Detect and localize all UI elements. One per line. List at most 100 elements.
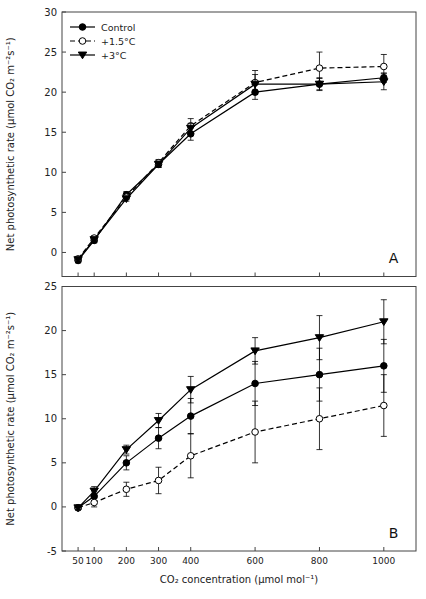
error-bar-cap	[188, 477, 194, 478]
marker	[252, 380, 259, 387]
error-bar-cap	[381, 299, 387, 300]
series-line	[78, 82, 384, 260]
marker	[252, 429, 259, 436]
marker	[74, 505, 82, 512]
error-bar-cap	[156, 413, 162, 414]
error-bar-cap	[252, 94, 258, 95]
y-tick	[62, 132, 66, 133]
legend-label: Control	[101, 22, 135, 33]
marker	[74, 257, 82, 264]
error-bar-cap	[252, 462, 258, 463]
legend-item: +3°C	[70, 50, 127, 61]
x-tick	[126, 273, 127, 277]
marker	[315, 81, 323, 88]
y-tick-label: 0	[51, 247, 57, 258]
marker	[79, 38, 86, 45]
error-bar-cap	[156, 427, 162, 428]
y-tick	[62, 418, 66, 419]
marker	[187, 452, 194, 459]
panel: 051015202530Net photosynthetic rate (μmo…	[5, 7, 416, 277]
error-bar-cap	[316, 90, 322, 91]
error-bar-cap	[188, 123, 194, 124]
error-bar-cap	[156, 427, 162, 428]
series	[75, 52, 387, 262]
x-tick	[255, 547, 256, 551]
marker	[316, 81, 323, 88]
error-bar-cap	[252, 70, 258, 71]
marker	[90, 488, 98, 495]
series	[74, 300, 388, 512]
x-tick-label: 400	[182, 556, 199, 566]
error-bar-cap	[252, 401, 258, 402]
plot-area	[74, 52, 388, 264]
y-tick	[62, 462, 66, 463]
series	[74, 74, 388, 264]
error-bar-cap	[252, 337, 258, 338]
y-tick-label: 25	[44, 281, 57, 292]
error-bar-cap	[252, 364, 258, 365]
error-bar-cap	[381, 89, 387, 90]
marker	[316, 65, 323, 72]
legend-item: +1.5°C	[70, 36, 136, 47]
marker	[91, 499, 98, 506]
marker	[155, 435, 162, 442]
error-bar-cap	[91, 498, 97, 499]
error-bar-cap	[381, 73, 387, 74]
series-line	[78, 67, 384, 259]
marker	[75, 257, 82, 264]
y-tick	[62, 52, 66, 53]
marker	[154, 161, 162, 168]
error-bar-cap	[381, 436, 387, 437]
error-bar	[156, 428, 162, 449]
error-bar-cap	[156, 493, 162, 494]
x-tick-label: 200	[118, 556, 135, 566]
marker	[316, 415, 323, 422]
chart: 051015202530Net photosynthetic rate (μmo…	[0, 0, 426, 599]
y-axis-label: Net photosynthetic rate (μmol CO₂ m⁻²s⁻¹…	[5, 312, 16, 526]
series	[75, 375, 387, 511]
x-axis-label: CO₂ concentration (μmol mol⁻¹)	[160, 574, 318, 585]
error-bar	[156, 467, 162, 493]
series-line	[78, 406, 384, 508]
x-tick	[126, 547, 127, 551]
panel-label: A	[389, 250, 399, 266]
error-bar	[123, 456, 129, 470]
error-bar	[381, 375, 387, 437]
y-tick-label: 10	[44, 167, 57, 178]
error-bar-cap	[252, 99, 258, 100]
series	[75, 73, 387, 264]
legend-item: Control	[70, 22, 135, 33]
error-bar-cap	[123, 455, 129, 456]
panel: -50510152025501002003004006008001000Net …	[5, 281, 416, 585]
error-bar	[123, 482, 129, 496]
marker	[381, 363, 388, 370]
error-bar-cap	[156, 448, 162, 449]
marker	[75, 504, 82, 511]
legend-label: +1.5°C	[101, 36, 136, 47]
x-tick	[319, 547, 320, 551]
y-tick-label: 30	[44, 7, 57, 18]
y-tick	[62, 12, 66, 13]
marker	[251, 348, 259, 355]
error-bar-cap	[123, 482, 129, 483]
marker	[251, 81, 259, 88]
plot-frame	[62, 12, 416, 277]
plot-area	[74, 300, 388, 512]
marker	[75, 504, 82, 511]
error-bar-cap	[188, 118, 194, 119]
marker	[187, 387, 195, 394]
x-tick	[78, 547, 79, 551]
x-tick	[94, 273, 95, 277]
y-tick-label: 15	[44, 369, 57, 380]
marker	[316, 371, 323, 378]
x-tick-label: 300	[150, 556, 167, 566]
y-tick-label: 0	[51, 501, 57, 512]
error-bar	[188, 398, 194, 433]
panel-label: B	[389, 525, 399, 541]
x-tick	[94, 547, 95, 551]
x-tick	[383, 547, 384, 551]
error-bar-cap	[252, 74, 258, 75]
y-tick	[62, 252, 66, 253]
y-tick-label: 15	[44, 127, 57, 138]
error-bar	[91, 498, 97, 507]
